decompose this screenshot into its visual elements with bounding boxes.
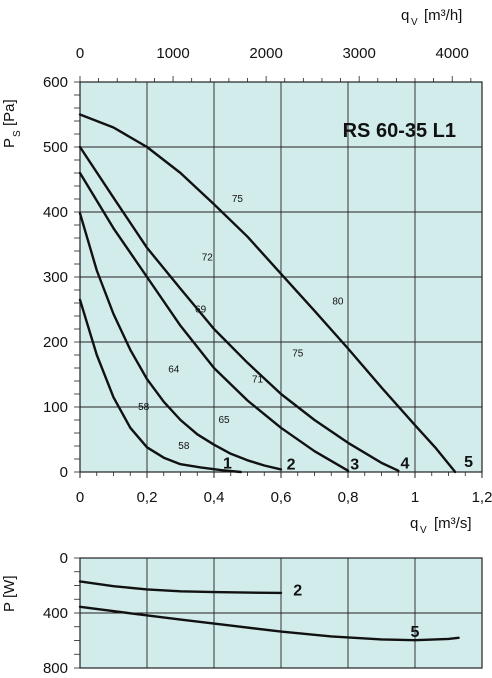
pressure-curve-5	[78, 113, 457, 474]
x-top-tick-label: 4000	[436, 45, 469, 62]
efficiency-label: 72	[202, 253, 214, 264]
efficiency-label: 65	[218, 415, 230, 426]
pressure-curve-1	[78, 298, 242, 474]
y-tick-label: 0	[60, 464, 68, 481]
power-y-tick-label: 800	[43, 660, 68, 677]
efficiency-label: 58	[138, 402, 150, 413]
efficiency-label: 75	[232, 194, 244, 205]
x-top-tick-label: 1000	[156, 45, 189, 62]
power-y-tick-labels: 0 400 800	[43, 550, 68, 677]
x-bottom-tick-label: 0,2	[137, 489, 158, 506]
y-tick-label: 100	[43, 399, 68, 416]
power-y-axis-title: P [W]	[1, 576, 18, 613]
x-bottom-axis-unit: [m³/s]	[434, 515, 472, 532]
x-top-tick-label: 3000	[342, 45, 375, 62]
pressure-curves	[78, 113, 457, 474]
power-curve-labels: 25	[293, 583, 419, 641]
x-bottom-tick-label: 0	[76, 489, 84, 506]
power-curve-5	[78, 605, 460, 642]
y-axis-subscript: S	[12, 130, 23, 137]
power-curve-label-5: 5	[411, 624, 420, 641]
power-y-axis-unit: [W]	[1, 576, 18, 599]
power-plot-frame	[79, 557, 483, 669]
y-axis-label: P	[1, 138, 18, 148]
power-y-tick-label: 0	[60, 550, 68, 567]
x-top-axis-unit: [m³/h]	[424, 7, 462, 24]
efficiency-label: 75	[292, 349, 304, 360]
x-bottom-tick-labels: 0 0,2 0,4 0,6 0,8 1 1,2	[76, 489, 492, 506]
efficiency-label: 71	[252, 375, 264, 386]
y-tick-label: 600	[43, 74, 68, 91]
x-bottom-tick-label: 1,2	[472, 489, 492, 506]
x-top-axis-label: q	[401, 7, 409, 24]
power-y-tick-label: 400	[43, 605, 68, 622]
efficiency-label: 80	[332, 297, 344, 308]
y-axis-title: P S [Pa]	[1, 99, 23, 148]
x-bottom-tick-label: 0,4	[204, 489, 225, 506]
curve-labels: 1 2 3 4 5	[223, 454, 473, 474]
x-top-tick-label: 2000	[249, 45, 282, 62]
efficiency-label: 64	[168, 364, 180, 375]
curve-label-2: 2	[287, 457, 296, 474]
y-tick-label: 200	[43, 334, 68, 351]
efficiency-label: 69	[195, 305, 207, 316]
x-bottom-axis-label: q	[410, 515, 418, 532]
y-tick-label: 300	[43, 269, 68, 286]
chart-title: RS 60-35 L1	[343, 120, 456, 142]
y-tick-label: 500	[43, 139, 68, 156]
power-curve-label-2: 2	[293, 583, 302, 600]
efficiency-label: 58	[178, 441, 190, 452]
x-bottom-tick-label: 0,8	[338, 489, 359, 506]
efficiency-labels: 58 58 64 65 69 71 72 75 75 80	[138, 194, 344, 452]
x-top-axis-subscript: V	[411, 17, 418, 28]
main-plot-frame	[79, 81, 483, 473]
y-tick-labels: 0 100 200 300 400 500 600	[43, 74, 68, 481]
x-bottom-axis-subscript: V	[420, 525, 427, 536]
pressure-curve-2	[78, 212, 283, 471]
x-bottom-tick-label: 1	[411, 489, 419, 506]
power-y-axis-label: P	[1, 602, 18, 612]
curve-label-3: 3	[350, 457, 359, 474]
pressure-curve-3	[78, 171, 350, 472]
x-top-tick-label: 0	[76, 45, 84, 62]
curve-label-1: 1	[223, 455, 232, 472]
x-bottom-tick-label: 0,6	[271, 489, 292, 506]
power-curves	[78, 580, 460, 642]
curve-label-5: 5	[464, 454, 473, 471]
curve-label-4: 4	[400, 455, 409, 472]
power-curve-2	[78, 580, 283, 595]
y-axis-unit: [Pa]	[1, 99, 18, 126]
pressure-curve-4	[78, 145, 400, 472]
x-top-tick-labels: 0 1000 2000 3000 4000	[76, 45, 469, 62]
y-tick-label: 400	[43, 204, 68, 221]
